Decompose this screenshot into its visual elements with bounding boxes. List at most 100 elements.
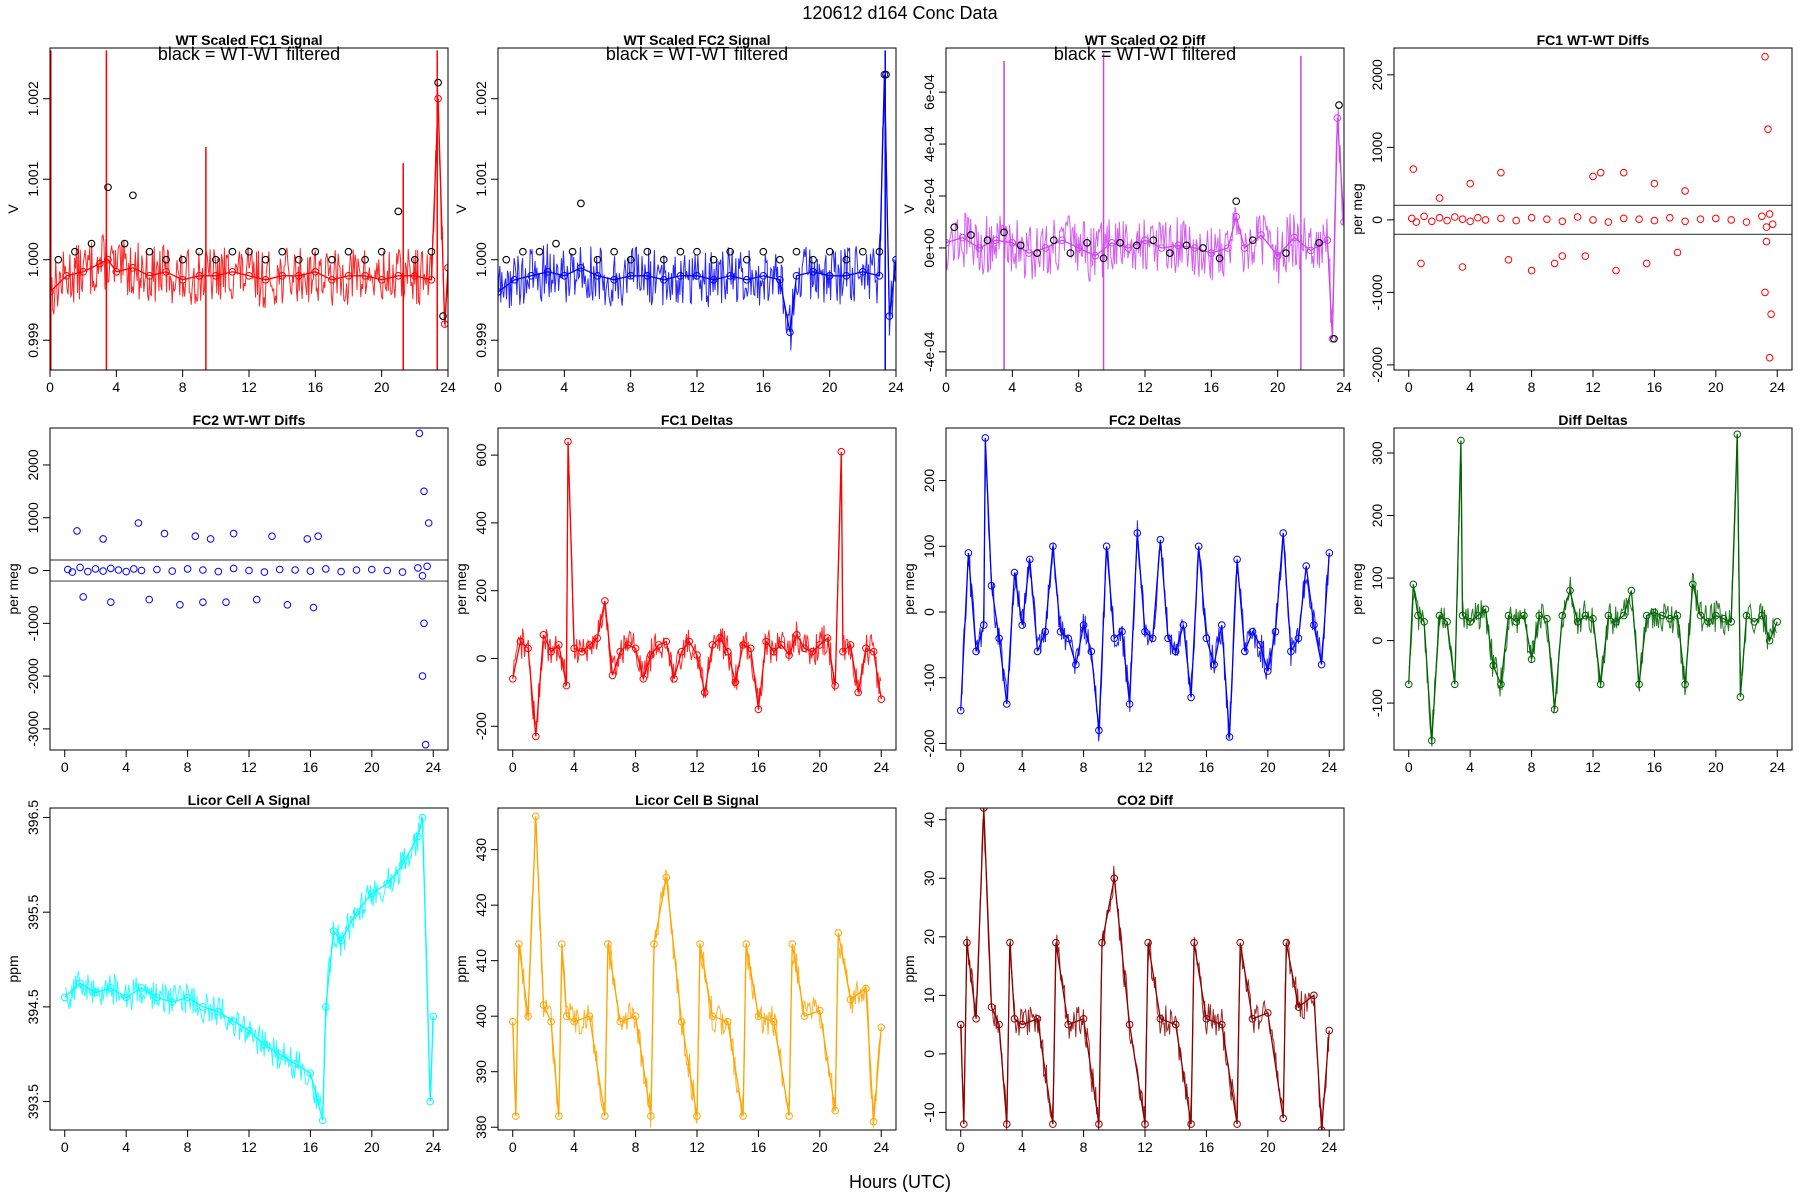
data-point [91,988,100,997]
data-point [785,1112,793,1120]
data-point [558,940,566,948]
filtered-point [593,255,602,264]
y-tick-label: 20 [921,929,937,945]
data-point [1187,693,1195,702]
y-tick-label: 1.002 [473,81,489,116]
data-point [1596,168,1605,177]
data-point [1589,172,1597,181]
data-point [368,889,376,898]
data-point [68,568,77,576]
data-point [788,940,797,948]
plot-frame [1393,47,1793,371]
y-tick-label: 1000 [1369,132,1385,163]
data-point [1236,938,1244,947]
data-point [1273,251,1282,260]
y-tick-label: -1000 [1369,274,1385,310]
y-axis-label: per meg [1349,563,1365,614]
y-tick-label: 395.5 [25,894,41,929]
x-tick-label: 16 [751,759,767,775]
data-point [1642,611,1651,620]
data-point [510,276,519,284]
data-point [1428,736,1436,745]
data-point [168,567,176,575]
y-tick-label: 1000 [25,502,41,533]
data-point [981,434,990,442]
data-point [1233,555,1241,564]
data-point [398,861,407,869]
data-point [1202,1015,1211,1023]
x-tick-label: 24 [1769,759,1785,775]
x-tick-label: 4 [1018,759,1026,775]
y-tick-label: -200 [473,712,489,740]
plot-area [508,812,886,1129]
data-point [800,644,809,653]
data-point [318,1116,327,1125]
y-tick-label: 380 [473,1115,489,1139]
filtered-point [311,247,320,256]
data-point [1466,217,1474,226]
data-point [1696,215,1705,223]
filtered-point [211,255,220,264]
data-point [739,641,747,649]
data-point [793,631,801,639]
data-point [776,276,784,284]
data-point [1098,938,1106,947]
data-point [1290,233,1299,242]
data-point [1681,680,1689,689]
data-point [162,268,170,276]
y-tick-label: 200 [921,469,937,493]
filtered-point [54,255,63,264]
filtered-point [261,255,270,264]
data-point [562,681,571,690]
data-point [1302,562,1310,570]
y-tick-label: -10 [921,1102,937,1122]
data-point [377,276,386,284]
data-point [1218,621,1226,629]
data-point [1325,549,1334,557]
data-point [578,647,586,656]
x-tick-label: 4 [122,759,130,775]
data-point [1010,568,1019,577]
data-point [1435,194,1444,202]
data-point [268,532,276,541]
data-point [1025,249,1033,257]
y-axis-label: ppm [5,955,21,982]
data-point [1767,310,1775,319]
x-tick-label: 12 [241,379,257,395]
data-point [1141,1120,1149,1128]
x-tick-label: 20 [812,1139,828,1155]
data-point [956,706,965,715]
data-point [107,984,115,992]
data-point [1512,618,1520,626]
data-point [1225,733,1234,741]
data-point [199,566,207,574]
data-point [1026,555,1034,564]
x-tick-label: 24 [1336,379,1352,395]
filtered-point [410,255,419,264]
data-point [1612,618,1620,626]
x-tick-label: 8 [1080,759,1088,775]
panel-title: FC2 Deltas [1109,412,1182,428]
plot-frame [497,427,897,751]
y-tick-label: 0 [1369,636,1385,644]
data-point [1742,218,1751,226]
x-tick-label: 24 [888,379,904,395]
data-point [762,637,770,646]
data-point [423,562,431,571]
data-point [1282,938,1291,947]
data-point [1414,611,1422,620]
filtered-point [858,247,867,256]
noise-band [960,459,1330,742]
data-point [1673,248,1682,257]
y-tick-label: 0.999 [473,322,489,357]
data-point [1758,611,1766,620]
y-tick-label: -200 [921,729,937,757]
filtered-point [726,247,735,256]
data-point [199,1003,207,1011]
data-point [414,832,422,841]
data-point [368,565,376,574]
data-point [1124,244,1133,252]
series-line [498,74,896,333]
x-tick-label: 16 [756,379,772,395]
series-line [64,817,434,1121]
